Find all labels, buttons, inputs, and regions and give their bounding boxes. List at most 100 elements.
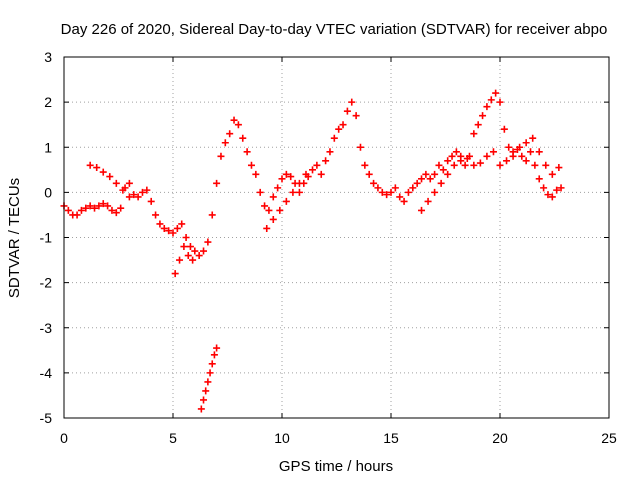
data-point — [444, 157, 452, 165]
data-point — [204, 238, 212, 246]
data-point — [322, 157, 330, 165]
data-point — [431, 188, 439, 196]
data-point — [99, 168, 107, 176]
data-point — [348, 98, 356, 106]
y-tick-label: 1 — [44, 139, 52, 155]
data-point — [86, 161, 94, 169]
data-point — [463, 155, 471, 163]
data-point — [295, 179, 303, 187]
data-point — [404, 188, 412, 196]
x-tick-label: 0 — [60, 430, 68, 446]
data-point — [265, 206, 273, 214]
data-point — [352, 112, 360, 120]
data-point — [252, 170, 260, 178]
x-tick-label: 5 — [169, 430, 177, 446]
data-point — [503, 157, 511, 165]
y-tick-label: -3 — [40, 320, 53, 336]
data-point — [213, 344, 221, 352]
data-point — [176, 256, 184, 264]
data-point — [422, 170, 430, 178]
data-point — [553, 186, 561, 194]
data-point — [444, 170, 452, 178]
data-point — [173, 224, 181, 232]
data-point — [169, 229, 177, 237]
data-point — [171, 270, 179, 278]
data-point — [474, 121, 482, 129]
data-point — [213, 179, 221, 187]
data-series — [60, 89, 565, 413]
data-point — [239, 134, 247, 142]
data-point — [206, 369, 214, 377]
data-point — [470, 130, 478, 138]
data-point — [418, 206, 426, 214]
data-point — [548, 170, 556, 178]
data-point — [387, 188, 395, 196]
data-point — [256, 188, 264, 196]
data-point — [557, 184, 565, 192]
data-point — [489, 148, 497, 156]
data-point — [64, 206, 72, 214]
data-point — [226, 130, 234, 138]
data-point — [535, 148, 543, 156]
data-point — [492, 89, 500, 97]
data-point — [378, 188, 386, 196]
data-point — [461, 161, 469, 169]
data-point — [426, 175, 434, 183]
data-point — [269, 193, 277, 201]
data-point — [119, 186, 127, 194]
data-point — [143, 186, 151, 194]
data-point — [282, 197, 290, 205]
data-point — [200, 396, 208, 404]
data-point — [234, 121, 242, 129]
data-point — [156, 220, 164, 228]
data-point — [309, 166, 317, 174]
data-point — [535, 175, 543, 183]
data-point — [204, 378, 212, 386]
x-tick-label: 15 — [383, 430, 399, 446]
data-point — [208, 360, 216, 368]
data-point — [555, 164, 563, 172]
data-point — [221, 139, 229, 147]
y-tick-label: 0 — [44, 184, 52, 200]
data-point — [409, 184, 417, 192]
data-point — [509, 152, 517, 160]
data-point — [186, 243, 194, 251]
data-point — [217, 152, 225, 160]
data-point — [202, 387, 210, 395]
data-point — [435, 161, 443, 169]
data-point — [125, 179, 133, 187]
data-point — [400, 197, 408, 205]
data-point — [230, 116, 238, 124]
data-point — [439, 166, 447, 174]
data-point — [147, 197, 155, 205]
data-point — [263, 224, 271, 232]
data-point — [365, 170, 373, 178]
x-tick-label: 20 — [492, 430, 508, 446]
data-point — [343, 107, 351, 115]
data-point — [95, 202, 103, 210]
data-point — [457, 152, 465, 160]
y-tick-label: -1 — [40, 230, 53, 246]
data-point — [295, 188, 303, 196]
data-point — [544, 191, 552, 199]
data-point — [134, 193, 142, 201]
data-point — [522, 139, 530, 147]
data-point — [152, 211, 160, 219]
data-point — [125, 193, 133, 201]
data-point — [73, 211, 81, 219]
data-point — [527, 148, 535, 156]
data-point — [496, 161, 504, 169]
data-point — [189, 256, 197, 264]
data-point — [450, 161, 458, 169]
data-point — [197, 405, 205, 413]
data-point — [117, 204, 125, 212]
data-point — [208, 211, 216, 219]
data-point — [178, 220, 186, 228]
y-tick-label: 2 — [44, 94, 52, 110]
data-point — [91, 204, 99, 212]
data-point — [448, 152, 456, 160]
data-point — [138, 188, 146, 196]
data-point — [195, 252, 203, 260]
grid-lines — [64, 57, 609, 418]
